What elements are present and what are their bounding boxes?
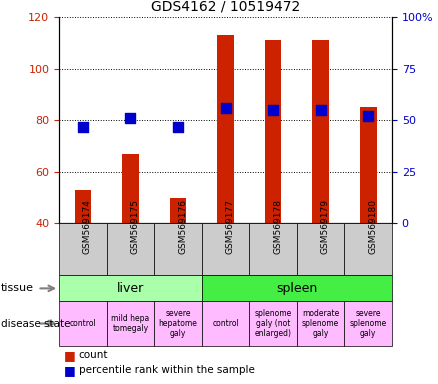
Bar xyxy=(107,223,154,275)
Point xyxy=(79,124,86,130)
Text: splenome
galy (not
enlarged): splenome galy (not enlarged) xyxy=(254,309,292,338)
Bar xyxy=(202,223,249,275)
Bar xyxy=(202,275,392,301)
Bar xyxy=(122,154,139,223)
Point xyxy=(222,105,229,111)
Bar xyxy=(74,190,91,223)
Bar xyxy=(59,275,202,301)
Point xyxy=(127,115,134,121)
Bar xyxy=(59,301,107,346)
Text: GSM569175: GSM569175 xyxy=(131,199,139,253)
Bar xyxy=(249,301,297,346)
Text: control: control xyxy=(70,319,96,328)
Bar xyxy=(344,301,392,346)
Text: GSM569178: GSM569178 xyxy=(273,199,282,253)
Bar xyxy=(360,108,377,223)
Text: ■: ■ xyxy=(64,349,75,362)
Title: GDS4162 / 10519472: GDS4162 / 10519472 xyxy=(151,0,300,13)
Text: percentile rank within the sample: percentile rank within the sample xyxy=(79,366,255,376)
Bar xyxy=(344,223,392,275)
Bar xyxy=(265,40,282,223)
Bar xyxy=(170,198,186,223)
Bar xyxy=(249,223,297,275)
Text: disease state: disease state xyxy=(1,318,71,329)
Text: control: control xyxy=(212,319,239,328)
Text: mild hepa
tomegaly: mild hepa tomegaly xyxy=(111,314,150,333)
Text: moderate
splenome
galy: moderate splenome galy xyxy=(302,309,339,338)
Text: GSM569174: GSM569174 xyxy=(83,199,92,253)
Point xyxy=(174,124,181,130)
Text: GSM569179: GSM569179 xyxy=(321,199,330,253)
Text: GSM569177: GSM569177 xyxy=(226,199,235,253)
Bar xyxy=(154,223,202,275)
Text: liver: liver xyxy=(117,282,144,295)
Text: spleen: spleen xyxy=(276,282,318,295)
Text: GSM569176: GSM569176 xyxy=(178,199,187,253)
Bar xyxy=(59,223,107,275)
Bar xyxy=(154,301,202,346)
Bar xyxy=(297,223,344,275)
Bar xyxy=(297,301,344,346)
Text: ■: ■ xyxy=(64,364,75,377)
Bar xyxy=(217,35,234,223)
Text: count: count xyxy=(79,350,108,360)
Point xyxy=(317,107,324,113)
Bar xyxy=(312,40,329,223)
Text: GSM569180: GSM569180 xyxy=(368,199,377,253)
Point xyxy=(365,113,372,119)
Text: severe
hepatome
galy: severe hepatome galy xyxy=(159,309,198,338)
Text: severe
splenome
galy: severe splenome galy xyxy=(350,309,387,338)
Point xyxy=(270,107,277,113)
Bar xyxy=(202,301,249,346)
Bar xyxy=(107,301,154,346)
Text: tissue: tissue xyxy=(1,283,34,293)
